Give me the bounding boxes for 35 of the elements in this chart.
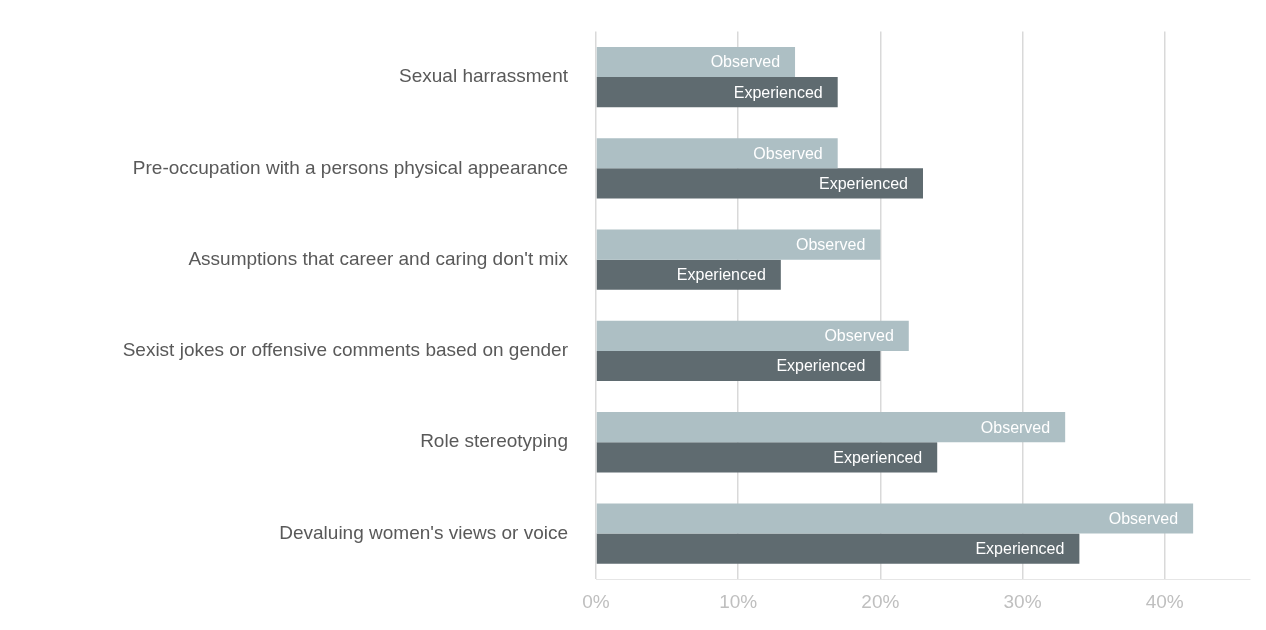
y-tick-label: Devaluing women's views or voice xyxy=(279,521,568,543)
y-tick-label: Sexist jokes or offensive comments based on gender xyxy=(122,339,569,361)
bar xyxy=(596,533,1080,564)
bar xyxy=(596,77,838,108)
bar xyxy=(596,138,838,169)
text: Experienced xyxy=(833,448,923,466)
text: Experienced xyxy=(975,540,1065,558)
y-tick-label: Assumptions that career and caring don't mix xyxy=(188,247,569,269)
bar xyxy=(596,412,1066,443)
text: Experienced xyxy=(676,266,766,284)
x-tick-label: 0% xyxy=(582,590,610,612)
bar xyxy=(596,350,881,382)
text: Experienced xyxy=(819,174,908,192)
text: Observed xyxy=(710,53,781,71)
text: Observed xyxy=(753,144,823,162)
bar xyxy=(596,320,909,351)
bar xyxy=(596,229,881,260)
x-tick-label: 20% xyxy=(861,590,900,612)
x-tick-label: 10% xyxy=(719,590,758,612)
series-label: Observed xyxy=(980,418,1051,436)
text: Observed xyxy=(824,327,894,345)
bar xyxy=(596,168,923,199)
text: Experienced xyxy=(776,357,866,375)
x-tick-label: 30% xyxy=(1003,590,1042,612)
bar xyxy=(596,259,781,290)
y-tick-label: Pre-occupation with a persons physical appearance xyxy=(132,156,568,178)
y-tick-label: Sexual harrassment xyxy=(399,65,569,87)
bar xyxy=(596,46,796,78)
y-tick-label: Role stereotyping xyxy=(420,430,568,452)
bar xyxy=(596,442,938,473)
text: Observed xyxy=(1108,509,1179,527)
bar xyxy=(596,503,1194,534)
text: Observed xyxy=(795,235,866,253)
series-label: Experienced xyxy=(733,83,823,101)
x-tick-label: 40% xyxy=(1145,590,1184,612)
